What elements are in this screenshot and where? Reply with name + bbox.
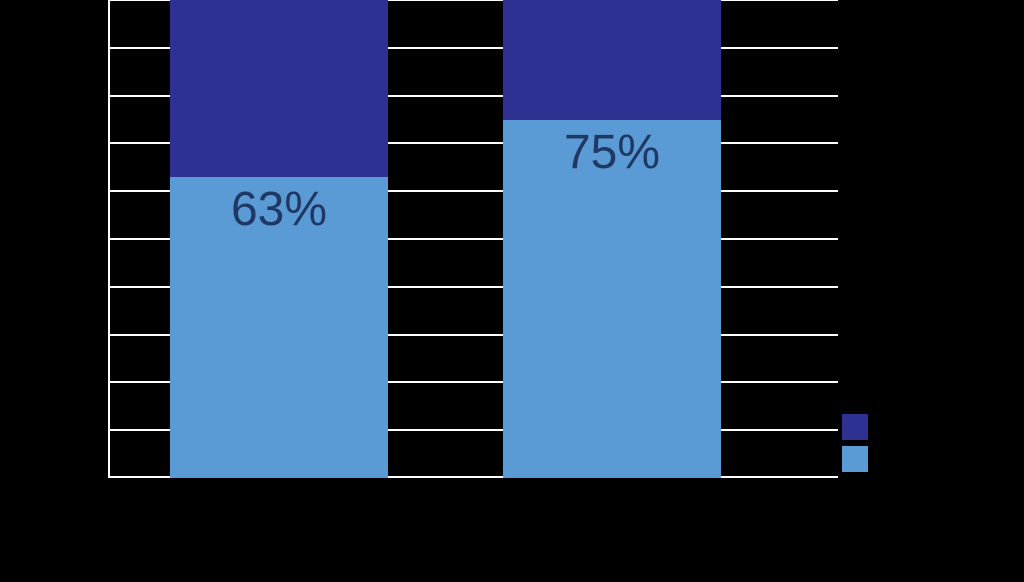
y-axis-line [108, 0, 110, 478]
plot-area: 63% 75% [108, 0, 838, 478]
bar-group: 63% [170, 0, 388, 478]
bar-group: 75% [503, 0, 721, 478]
bar-value-label: 75% [503, 125, 721, 180]
bar-value-label: 63% [170, 182, 388, 237]
legend-swatch [842, 446, 868, 472]
legend [842, 414, 868, 478]
stacked-bar-chart: 63% 75% [0, 0, 1024, 582]
legend-swatch [842, 414, 868, 440]
legend-item [842, 446, 868, 472]
bar-segment-top [170, 0, 388, 177]
bar-segment-top [503, 0, 721, 120]
legend-item [842, 414, 868, 440]
